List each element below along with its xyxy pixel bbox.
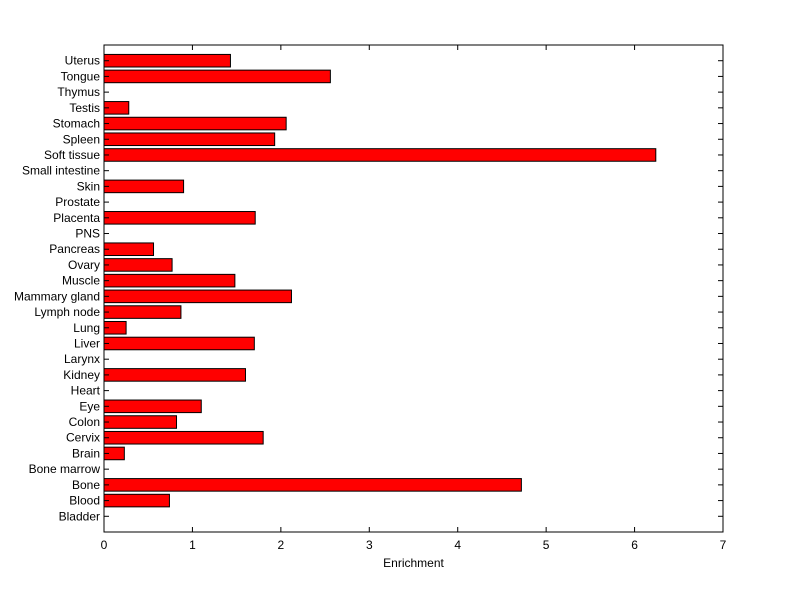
category-label-cervix: Cervix [66, 431, 100, 445]
bar-blood [103, 493, 170, 508]
axes-frame [103, 44, 724, 533]
bar-liver [103, 336, 255, 351]
category-label-prostate: Prostate [55, 195, 100, 209]
category-label-lung: Lung [73, 321, 100, 335]
x-axis-label: Enrichment [383, 556, 444, 570]
category-label-brain: Brain [72, 446, 100, 460]
category-label-bone-marrow: Bone marrow [29, 462, 101, 476]
x-tick-label-2: 2 [278, 538, 285, 552]
category-label-bladder: Bladder [59, 509, 100, 523]
category-label-pancreas: Pancreas [49, 242, 100, 256]
category-label-ovary: Ovary [68, 258, 100, 272]
category-label-bone: Bone [72, 478, 100, 492]
category-label-mammary-gland: Mammary gland [14, 289, 100, 303]
category-label-pns: PNS [75, 227, 100, 241]
category-label-soft-tissue: Soft tissue [44, 148, 100, 162]
category-label-skin: Skin [77, 179, 100, 193]
x-tick-label-6: 6 [631, 538, 638, 552]
category-label-blood: Blood [69, 494, 100, 508]
x-tick-label-0: 0 [101, 538, 108, 552]
bar-tongue [103, 69, 331, 84]
bar-skin [103, 179, 185, 194]
bar-mammary-gland [103, 289, 292, 304]
category-label-muscle: Muscle [62, 274, 100, 288]
bar-pancreas [103, 242, 155, 257]
category-label-uterus: Uterus [65, 54, 100, 68]
bar-spleen [103, 132, 276, 147]
category-label-heart: Heart [71, 384, 101, 398]
category-label-stomach: Stomach [53, 117, 100, 131]
category-label-spleen: Spleen [63, 132, 100, 146]
x-tick-label-4: 4 [454, 538, 461, 552]
category-label-larynx: Larynx [64, 352, 100, 366]
bar-bone [103, 478, 522, 492]
category-label-placenta: Placenta [53, 211, 100, 225]
category-label-colon: Colon [69, 415, 100, 429]
category-label-tongue: Tongue [61, 69, 101, 83]
bar-placenta [103, 211, 256, 225]
bar-stomach [103, 116, 287, 131]
category-label-liver: Liver [74, 336, 100, 350]
bar-muscle [103, 273, 236, 288]
category-label-thymus: Thymus [57, 85, 100, 99]
x-tick-label-3: 3 [366, 538, 373, 552]
category-label-lymph-node: Lymph node [34, 305, 100, 319]
bar-soft-tissue [103, 148, 657, 162]
category-label-testis: Testis [69, 101, 100, 115]
x-tick-label-1: 1 [189, 538, 196, 552]
category-label-kidney: Kidney [63, 368, 100, 382]
bar-ovary [103, 258, 173, 272]
x-tick-label-7: 7 [720, 538, 727, 552]
bar-eye [103, 399, 202, 414]
x-tick-label-5: 5 [543, 538, 550, 552]
category-label-small-intestine: Small intestine [22, 164, 100, 178]
bar-cervix [103, 430, 264, 445]
bar-lymph-node [103, 305, 182, 319]
bar-colon [103, 415, 178, 429]
x-tick-labels-group: 0 1 2 3 4 5 6 7 [101, 538, 727, 552]
bar-uterus [103, 53, 231, 68]
ticks-group [103, 45, 724, 532]
bar-kidney [103, 368, 246, 382]
category-label-eye: Eye [79, 399, 100, 413]
bars-group [103, 53, 657, 508]
